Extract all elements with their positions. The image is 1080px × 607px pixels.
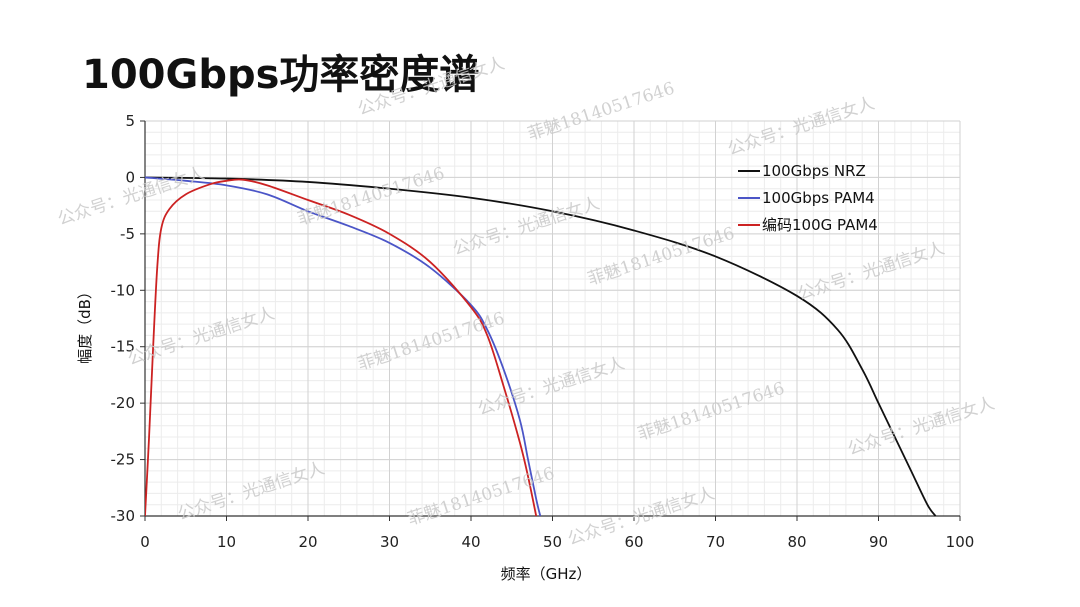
series-line-2 [145,176,542,517]
legend-label-3: 编码100G PAM4 [762,216,878,234]
y-tick-label: 5 [125,112,135,130]
watermark-text: 公众号：光通信女人 [355,53,507,119]
x-tick-label: 100 [946,533,975,551]
x-tick-label: 10 [217,533,236,551]
watermark-text: 菲魅18140517646 [355,308,507,374]
x-tick-label: 20 [298,533,317,551]
y-tick-label: -30 [111,507,136,525]
y-tick-label: -15 [111,338,136,356]
watermark-text: 公众号：光通信女人 [450,193,602,259]
legend-label-2: 100Gbps PAM4 [762,189,875,207]
x-tick-label: 30 [380,533,399,551]
y-tick-label: 0 [125,168,135,186]
y-tick-labels: 5 0 -5 -10 -15 -20 -25 -30 [111,112,136,525]
x-tick-label: 50 [543,533,562,551]
x-axis-label: 频率（GHz） [501,565,592,583]
series-line-1 [145,176,937,517]
y-tick-label: -10 [111,281,136,299]
watermark-text: 公众号：光通信女人 [175,458,327,524]
x-tick-labels: 0 10 20 30 40 50 60 70 80 90 100 [140,533,974,551]
x-tick-label: 70 [706,533,725,551]
x-tick-label: 60 [624,533,643,551]
x-tick-label: 80 [787,533,806,551]
y-tick-label: -20 [111,394,136,412]
x-tick-label: 0 [140,533,150,551]
x-tick-label: 40 [461,533,480,551]
series-lines [145,176,937,517]
axes [140,120,961,521]
legend: 100Gbps NRZ 100Gbps PAM4 编码100G PAM4 [738,162,878,234]
x-tick-label: 90 [869,533,888,551]
slide-title: 100Gbps功率密度谱 [82,52,480,98]
watermark-text: 菲魅18140517646 [405,463,557,529]
watermark-text: 公众号：光通信女人 [795,238,947,304]
y-axis-label: 幅度（dB） [76,284,94,364]
series-line-3 [145,178,538,517]
watermark-text: 公众号：光通信女人 [125,303,277,369]
y-tick-label: -25 [111,451,136,469]
legend-label-1: 100Gbps NRZ [762,162,866,180]
watermark-text: 菲魅18140517646 [295,163,447,229]
y-tick-label: -5 [120,225,135,243]
watermark-text: 公众号：光通信女人 [475,353,627,419]
